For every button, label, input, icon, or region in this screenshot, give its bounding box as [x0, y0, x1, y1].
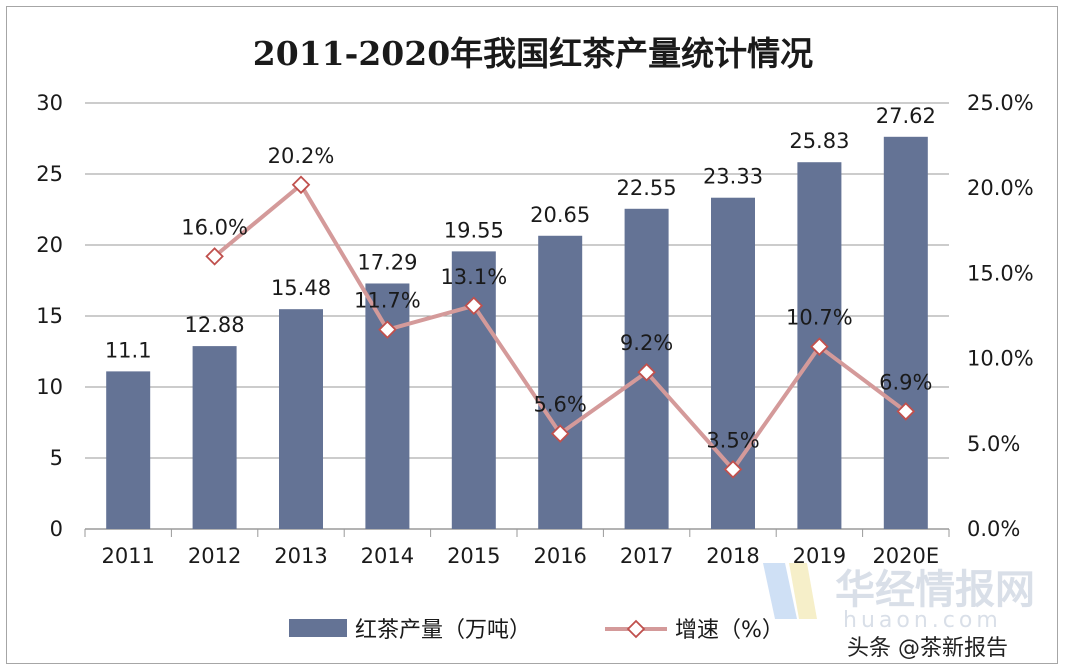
x-tick-label: 2015	[447, 544, 500, 568]
x-tick-label: 2011	[101, 544, 154, 568]
x-tick-label: 2016	[533, 544, 586, 568]
watermark-url: huaon.com	[843, 608, 1002, 633]
y-right-tick-label: 5.0%	[967, 432, 1020, 456]
bar	[365, 283, 410, 529]
y-left-tick-label: 15	[36, 304, 63, 328]
chart-svg: 2011-2020年我国红茶产量统计情况 0 5 10 15 20 25 30 0.0% 5.0%…	[36, 34, 1035, 661]
bar	[538, 235, 583, 529]
legend-label-line: 增速（%）	[675, 618, 784, 643]
y-left-tick-label: 30	[36, 91, 63, 115]
legend-swatch-bars	[289, 619, 347, 637]
growth-data-label: 3.5%	[706, 428, 759, 452]
bar-data-label: 27.62	[876, 104, 936, 128]
bar-data-label: 11.1	[105, 338, 152, 362]
watermark-logo-blue	[763, 563, 797, 619]
bar	[192, 346, 237, 529]
y-right-tick-label: 10.0%	[967, 347, 1034, 371]
growth-data-label: 10.7%	[786, 306, 853, 330]
growth-marker	[291, 175, 311, 195]
growth-data-label: 11.7%	[354, 289, 421, 313]
y-left-tick-label: 10	[36, 375, 63, 399]
x-tick-label: 2020E	[872, 544, 939, 568]
y-left-tick-label: 20	[36, 233, 63, 257]
bar-data-label: 20.65	[530, 203, 590, 227]
watermark-logo-yellow	[789, 563, 817, 619]
growth-data-label: 9.2%	[620, 331, 673, 355]
bar-data-label: 23.33	[703, 165, 763, 189]
y-right-tick-label: 20.0%	[967, 176, 1034, 200]
y-left-tick-label: 5	[50, 446, 63, 470]
growth-marker	[464, 296, 484, 316]
growth-marker	[378, 320, 397, 339]
chart-title: 2011-2020年我国红茶产量统计情况	[253, 34, 813, 73]
y-left-tick-label: 0	[50, 517, 63, 541]
y-right-tick-label: 15.0%	[967, 261, 1034, 285]
bar-data-label: 12.88	[185, 313, 245, 337]
x-tick-label: 2012	[188, 544, 241, 568]
bar	[883, 136, 928, 529]
watermark-text: 华经情报网	[835, 567, 1035, 613]
bar	[711, 197, 755, 530]
bar	[451, 251, 496, 529]
y-right-tick-label: 0.0%	[967, 517, 1020, 541]
growth-data-label: 20.2%	[268, 144, 335, 168]
legend-marker-line	[626, 619, 646, 639]
bar-data-label: 15.48	[271, 276, 331, 300]
bar	[106, 371, 151, 529]
bar-data-label: 25.83	[789, 129, 849, 153]
x-tick-label: 2014	[361, 544, 414, 568]
chart-frame: 2011-2020年我国红茶产量统计情况 0 5 10 15 20 25 30 0.0% 5.0%…	[6, 6, 1058, 664]
growth-data-label: 5.6%	[534, 393, 587, 417]
x-tick-label: 2017	[620, 544, 673, 568]
growth-marker	[550, 424, 570, 443]
credit-text: 头条 @茶新报告	[847, 636, 1008, 661]
bar	[279, 309, 323, 529]
growth-data-label: 6.9%	[879, 370, 932, 394]
growth-marker	[896, 402, 916, 421]
bar-data-label: 22.55	[617, 176, 677, 200]
growth-data-label: 13.1%	[440, 265, 507, 289]
y-right-tick-label: 25.0%	[967, 91, 1034, 115]
legend-label-bars: 红茶产量（万吨）	[355, 618, 531, 643]
y-left-tick-label: 25	[36, 162, 63, 186]
growth-marker	[810, 337, 829, 356]
bar-data-label: 17.29	[357, 250, 417, 274]
x-tick-label: 2013	[274, 544, 327, 568]
growth-data-label: 16.0%	[181, 215, 248, 239]
bar-data-label: 19.55	[444, 218, 504, 242]
growth-marker	[205, 247, 224, 266]
growth-marker	[723, 460, 743, 479]
growth-marker	[637, 362, 656, 382]
x-tick-label: 2018	[706, 544, 759, 568]
